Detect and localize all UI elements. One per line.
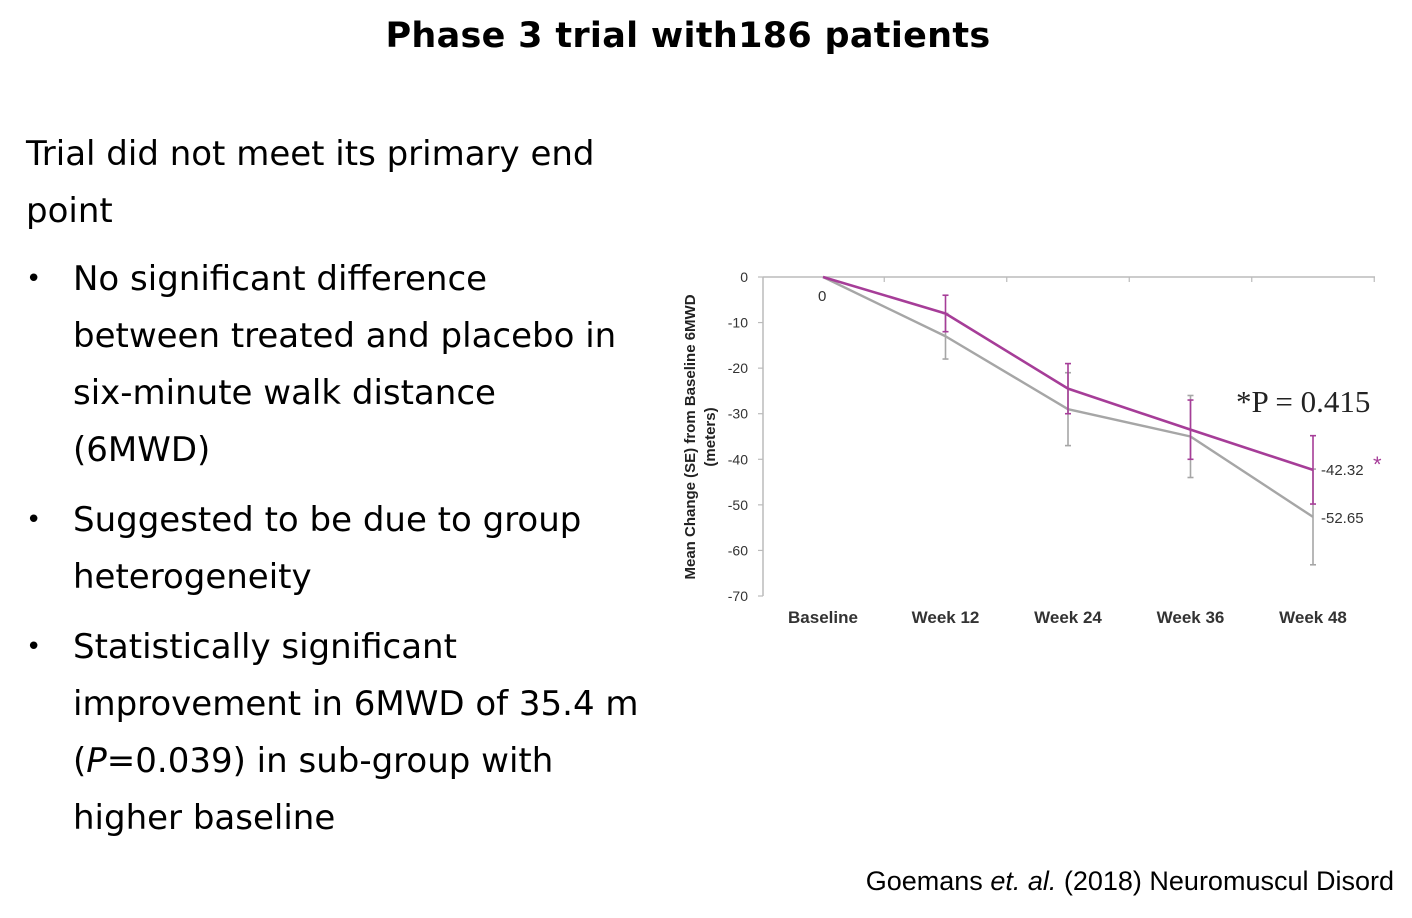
y-tick-label: -10 xyxy=(728,315,748,331)
x-tick-label: Week 36 xyxy=(1157,608,1225,627)
bullet-item: No significant difference between treate… xyxy=(26,251,641,479)
y-tick-label: -70 xyxy=(728,588,748,604)
y-tick-label: -40 xyxy=(728,451,748,467)
citation-rest: (2018) Neuromuscul Disord xyxy=(1056,866,1394,896)
y-axis-label-line2: (meters) xyxy=(702,407,719,466)
citation-author: Goemans xyxy=(865,866,991,896)
y-axis-label-line1: Mean Change (SE) from Baseline 6MWD xyxy=(682,294,699,579)
y-tick-label: -30 xyxy=(728,406,748,422)
y-tick-label: 0 xyxy=(740,269,748,285)
citation-etal: et. al. xyxy=(990,866,1057,896)
bullet-text-pre: Statistically significant improvement in… xyxy=(73,627,639,781)
citation: Goemans et. al. (2018) Neuromuscul Disor… xyxy=(866,866,1394,897)
x-tick-label: Baseline xyxy=(788,608,858,627)
p-symbol: P xyxy=(86,741,107,781)
gray-end-label: -52.65 xyxy=(1321,510,1364,527)
bullet-list: No significant difference between treate… xyxy=(26,251,641,860)
p-value-annotation: *P = 0.415 xyxy=(1236,384,1370,419)
slide-title: Phase 3 trial with186 patients xyxy=(385,16,991,56)
y-tick-label: -20 xyxy=(728,360,748,376)
purple-star-marker: * xyxy=(1373,452,1382,477)
purple-end-label: -42.32 xyxy=(1321,462,1364,479)
x-tick-label: Week 12 xyxy=(912,608,980,627)
x-tick-label: Week 48 xyxy=(1279,608,1347,627)
intro-text: Trial did not meet its primary end point xyxy=(26,134,595,231)
bullet-text-post: =0.039) in sub-group with higher baselin… xyxy=(73,741,554,838)
zero-data-label: 0 xyxy=(818,288,826,305)
bullet-item: Statistically significant improvement in… xyxy=(26,619,641,847)
line-chart: Mean Change (SE) from Baseline 6MWD (met… xyxy=(682,269,1382,627)
y-tick-label: -60 xyxy=(728,542,748,558)
y-tick-label: -50 xyxy=(728,497,748,513)
x-tick-label: Week 24 xyxy=(1034,608,1102,627)
bullet-item: Suggested to be due to group heterogenei… xyxy=(26,492,641,606)
